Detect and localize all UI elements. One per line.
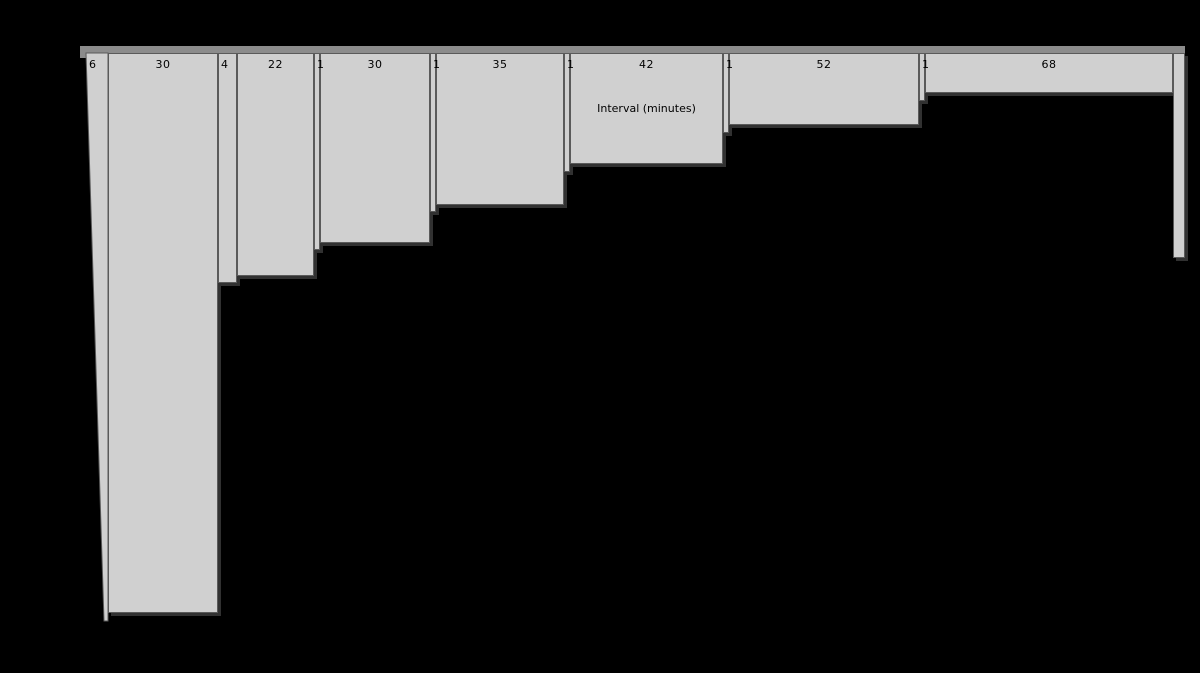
bar[interactable] [108, 53, 218, 613]
bar[interactable] [237, 53, 314, 276]
bar-value-label: 1 [726, 58, 734, 71]
bar-value-label: 22 [268, 58, 283, 71]
bar[interactable] [320, 53, 430, 243]
bar[interactable] [723, 53, 729, 133]
bar-value-label: 52 [816, 58, 832, 71]
bar[interactable] [218, 53, 237, 283]
bar[interactable] [570, 53, 723, 164]
bar[interactable] [430, 53, 436, 212]
bar[interactable] [919, 53, 925, 101]
bar-value-label: 35 [492, 58, 508, 71]
bar[interactable] [925, 53, 1173, 93]
bar-value-label: 1 [922, 58, 930, 71]
bar[interactable] [729, 53, 919, 125]
bar-value-label: 68 [1041, 58, 1057, 71]
bar-value-label: 30 [367, 58, 383, 71]
x-axis-label: Interval (minutes) [597, 102, 696, 115]
bar-value-label: 6 [89, 58, 97, 71]
bar-value-label: 1 [433, 58, 441, 71]
bar-value-label: 42 [639, 58, 654, 71]
bar[interactable] [314, 53, 320, 250]
bar[interactable] [1173, 53, 1185, 258]
bar-value-label: 1 [567, 58, 575, 71]
bar-value-label: 30 [155, 58, 171, 71]
bar[interactable] [436, 53, 564, 205]
top-rail [80, 46, 1185, 53]
slanted-bar-6 [85, 52, 109, 622]
bar-value-label: 4 [221, 58, 229, 71]
top-rail-left-cap [80, 46, 86, 58]
bar[interactable] [564, 53, 570, 172]
bar-value-label: 1 [317, 58, 325, 71]
